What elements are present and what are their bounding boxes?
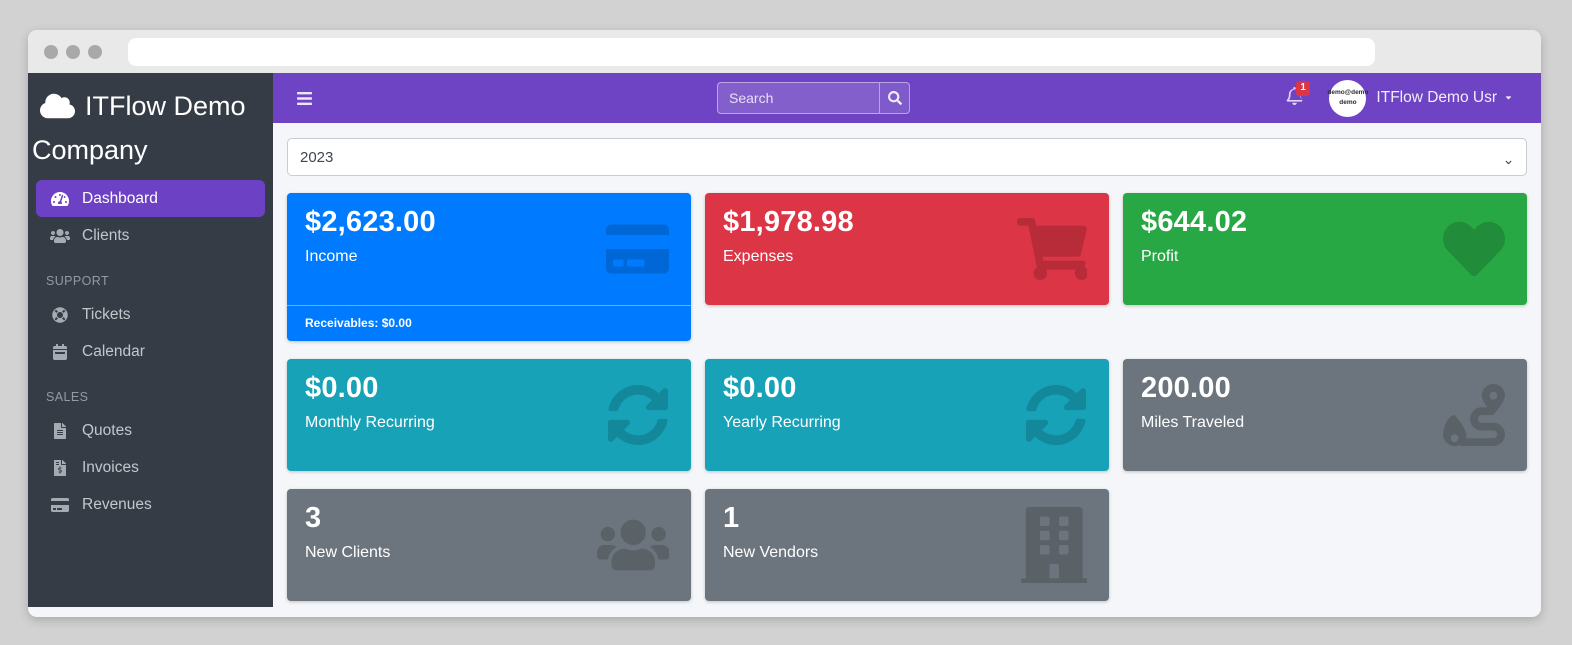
calendar-icon: [48, 343, 72, 360]
top-navbar: 1 demo@demo demo ITFlow Demo Usr: [273, 73, 1541, 123]
notifications-button[interactable]: 1: [1286, 80, 1310, 110]
card-yearly-recurring[interactable]: $0.00 Yearly Recurring: [705, 359, 1109, 471]
card-label: New Clients: [305, 544, 391, 561]
avatar-text: demo@demo: [1327, 89, 1369, 97]
shopping-cart-icon: [1017, 218, 1087, 280]
sidebar-item-clients[interactable]: Clients: [36, 217, 265, 254]
card-profit[interactable]: $644.02 Profit: [1123, 193, 1527, 305]
sync-icon: [607, 384, 669, 446]
sidebar-item-invoices[interactable]: Invoices: [36, 449, 265, 486]
file-invoice-dollar-icon: [48, 459, 72, 476]
card-body: $1,978.98 Expenses: [705, 193, 1109, 305]
card-body: $0.00 Yearly Recurring: [705, 359, 1109, 471]
card-body: 3 New Clients: [287, 489, 691, 601]
card-label: Profit: [1141, 248, 1179, 265]
sidebar: ITFlow Demo Company Dashboard Clients SU…: [28, 73, 273, 607]
card-value: $2,623.00: [305, 206, 436, 238]
avatar-text: demo: [1339, 99, 1357, 106]
card-label: Income: [305, 248, 358, 265]
sidebar-item-dashboard[interactable]: Dashboard: [36, 180, 265, 217]
user-name: ITFlow Demo Usr: [1376, 89, 1497, 106]
building-icon: [1020, 507, 1087, 583]
url-bar[interactable]: [128, 37, 1375, 66]
sidebar-item-label: Dashboard: [82, 189, 158, 207]
card-value: $644.02: [1141, 206, 1248, 238]
card-body: 1 New Vendors: [705, 489, 1109, 601]
card-label: New Vendors: [723, 544, 819, 561]
search-button[interactable]: [879, 82, 910, 114]
card-body: $644.02 Profit: [1123, 193, 1527, 305]
card-value: 200.00: [1141, 372, 1231, 404]
card-value: $0.00: [305, 372, 379, 404]
sidebar-item-label: Revenues: [82, 495, 152, 513]
app-root: ITFlow Demo Company Dashboard Clients SU…: [28, 73, 1541, 617]
card-value: $0.00: [723, 372, 797, 404]
sidebar-item-label: Calendar: [82, 342, 145, 360]
card-new-vendors[interactable]: 1 New Vendors: [705, 489, 1109, 601]
sidebar-section-support: SUPPORT: [46, 274, 109, 288]
tachometer-icon: [48, 191, 72, 207]
brand[interactable]: ITFlow Demo Company: [28, 73, 273, 180]
heart-icon: [1443, 218, 1505, 280]
sidebar-item-label: Tickets: [82, 305, 131, 323]
card-body: 200.00 Miles Traveled: [1123, 359, 1527, 471]
search-input[interactable]: [717, 82, 879, 114]
caret-down-icon: [1504, 89, 1513, 107]
stat-card-grid: $2,623.00 Income Receivables: $0.00 $1,9…: [287, 193, 1527, 601]
card-value: 1: [723, 502, 740, 534]
cloud-icon: [40, 92, 75, 131]
year-filter: 2023: [287, 138, 1527, 176]
route-icon: [1443, 384, 1505, 446]
card-body: $2,623.00 Income: [287, 193, 691, 305]
life-ring-icon: [48, 306, 72, 323]
user-menu[interactable]: ITFlow Demo Usr: [1376, 89, 1513, 107]
card-monthly-recurring[interactable]: $0.00 Monthly Recurring: [287, 359, 691, 471]
card-footer: Receivables: $0.00: [287, 305, 691, 341]
browser-chrome: [28, 30, 1541, 73]
window-control-dot[interactable]: [44, 44, 58, 59]
sidebar-section-sales: SALES: [46, 390, 89, 404]
sidebar-item-tickets[interactable]: Tickets: [36, 296, 265, 333]
users-icon: [48, 228, 72, 244]
card-new-clients[interactable]: 3 New Clients: [287, 489, 691, 601]
window-controls: [44, 44, 102, 59]
sync-icon: [1025, 384, 1087, 446]
card-label: Yearly Recurring: [723, 414, 841, 431]
sidebar-item-revenues[interactable]: Revenues: [36, 486, 265, 523]
avatar[interactable]: demo@demo demo: [1327, 79, 1369, 117]
credit-card-icon: [606, 221, 669, 277]
main-area: 1 demo@demo demo ITFlow Demo Usr 2023: [273, 73, 1541, 617]
browser-window: ITFlow Demo Company Dashboard Clients SU…: [28, 30, 1541, 617]
year-select[interactable]: 2023: [287, 138, 1527, 176]
card-miles-traveled[interactable]: 200.00 Miles Traveled: [1123, 359, 1527, 471]
window-control-dot[interactable]: [66, 44, 80, 59]
credit-card-icon: [48, 497, 72, 513]
card-income[interactable]: $2,623.00 Income Receivables: $0.00: [287, 193, 691, 341]
card-label: Miles Traveled: [1141, 414, 1245, 431]
sidebar-item-calendar[interactable]: Calendar: [36, 333, 265, 370]
card-label: Expenses: [723, 248, 794, 265]
sidebar-item-label: Clients: [82, 226, 130, 244]
notification-badge: 1: [1296, 80, 1310, 96]
bars-icon: [297, 91, 312, 105]
sidebar-item-label: Invoices: [82, 458, 139, 476]
users-icon: [596, 516, 669, 574]
card-body: $0.00 Monthly Recurring: [287, 359, 691, 471]
card-value: $1,978.98: [723, 206, 854, 238]
sidebar-item-quotes[interactable]: Quotes: [36, 412, 265, 449]
bell-icon: [1287, 86, 1303, 105]
card-label: Monthly Recurring: [305, 414, 435, 431]
sidebar-toggle-button[interactable]: [295, 90, 314, 107]
search-icon: [887, 91, 902, 105]
sidebar-item-label: Quotes: [82, 421, 132, 439]
dashboard-content: 2023 $2,623.00 Income Receivables: $0.00: [273, 123, 1541, 617]
navbar-right: 1 demo@demo demo ITFlow Demo Usr: [1286, 79, 1513, 117]
search-bar: [717, 82, 910, 114]
file-alt-icon: [48, 422, 72, 439]
card-expenses[interactable]: $1,978.98 Expenses: [705, 193, 1109, 305]
card-value: 3: [305, 502, 322, 534]
window-control-dot[interactable]: [88, 44, 102, 59]
brand-name: ITFlow Demo Company: [32, 91, 246, 165]
